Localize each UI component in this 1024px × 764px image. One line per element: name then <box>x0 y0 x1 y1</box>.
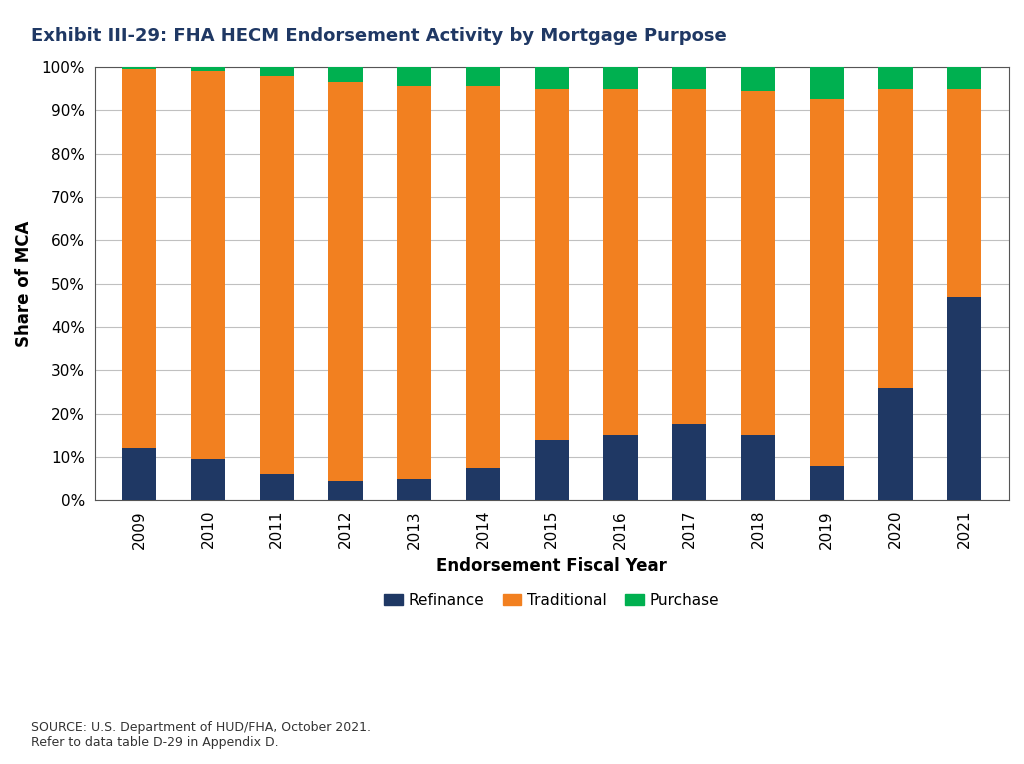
Text: SOURCE: U.S. Department of HUD/FHA, October 2021.
Refer to data table D-29 in Ap: SOURCE: U.S. Department of HUD/FHA, Octo… <box>31 720 371 749</box>
X-axis label: Endorsement Fiscal Year: Endorsement Fiscal Year <box>436 557 668 575</box>
Bar <box>535 439 569 500</box>
Bar <box>603 435 638 500</box>
Bar <box>329 66 362 82</box>
Bar <box>397 86 431 478</box>
Legend: Refinance, Traditional, Purchase: Refinance, Traditional, Purchase <box>378 587 725 614</box>
Bar <box>947 89 981 296</box>
Bar <box>947 296 981 500</box>
Bar <box>879 387 912 500</box>
Bar <box>122 66 157 69</box>
Bar <box>259 66 294 76</box>
Bar <box>672 66 707 89</box>
Bar <box>535 89 569 439</box>
Bar <box>122 448 157 500</box>
Bar <box>740 435 775 500</box>
Bar <box>329 82 362 481</box>
Bar <box>603 89 638 435</box>
Bar <box>259 76 294 474</box>
Bar <box>947 66 981 89</box>
Bar <box>397 478 431 500</box>
Bar <box>329 481 362 500</box>
Bar <box>259 474 294 500</box>
Y-axis label: Share of MCA: Share of MCA <box>15 220 33 347</box>
Bar <box>603 66 638 89</box>
Bar <box>672 89 707 424</box>
Bar <box>810 66 844 99</box>
Bar <box>466 468 500 500</box>
Text: Exhibit III-29: FHA HECM Endorsement Activity by Mortgage Purpose: Exhibit III-29: FHA HECM Endorsement Act… <box>31 27 726 45</box>
Bar <box>740 66 775 91</box>
Bar <box>190 459 225 500</box>
Bar <box>190 66 225 71</box>
Bar <box>879 89 912 387</box>
Bar <box>397 66 431 86</box>
Bar <box>810 99 844 465</box>
Bar <box>879 66 912 89</box>
Bar <box>190 71 225 459</box>
Bar <box>535 66 569 89</box>
Bar <box>466 66 500 86</box>
Bar <box>810 465 844 500</box>
Bar <box>672 424 707 500</box>
Bar <box>740 91 775 435</box>
Bar <box>122 69 157 448</box>
Bar <box>466 86 500 468</box>
